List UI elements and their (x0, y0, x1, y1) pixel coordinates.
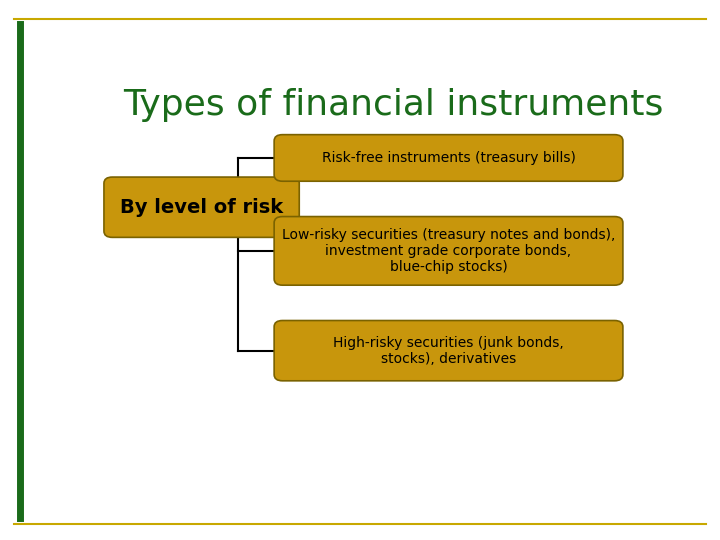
FancyBboxPatch shape (104, 177, 300, 238)
Text: Types of financial instruments: Types of financial instruments (124, 87, 664, 122)
Text: High-risky securities (junk bonds,
stocks), derivatives: High-risky securities (junk bonds, stock… (333, 335, 564, 366)
FancyBboxPatch shape (274, 217, 623, 285)
FancyBboxPatch shape (274, 321, 623, 381)
Text: By level of risk: By level of risk (120, 198, 283, 217)
Text: Risk-free instruments (treasury bills): Risk-free instruments (treasury bills) (322, 151, 575, 165)
Text: Low-risky securities (treasury notes and bonds),
investment grade corporate bond: Low-risky securities (treasury notes and… (282, 228, 615, 274)
FancyBboxPatch shape (274, 134, 623, 181)
